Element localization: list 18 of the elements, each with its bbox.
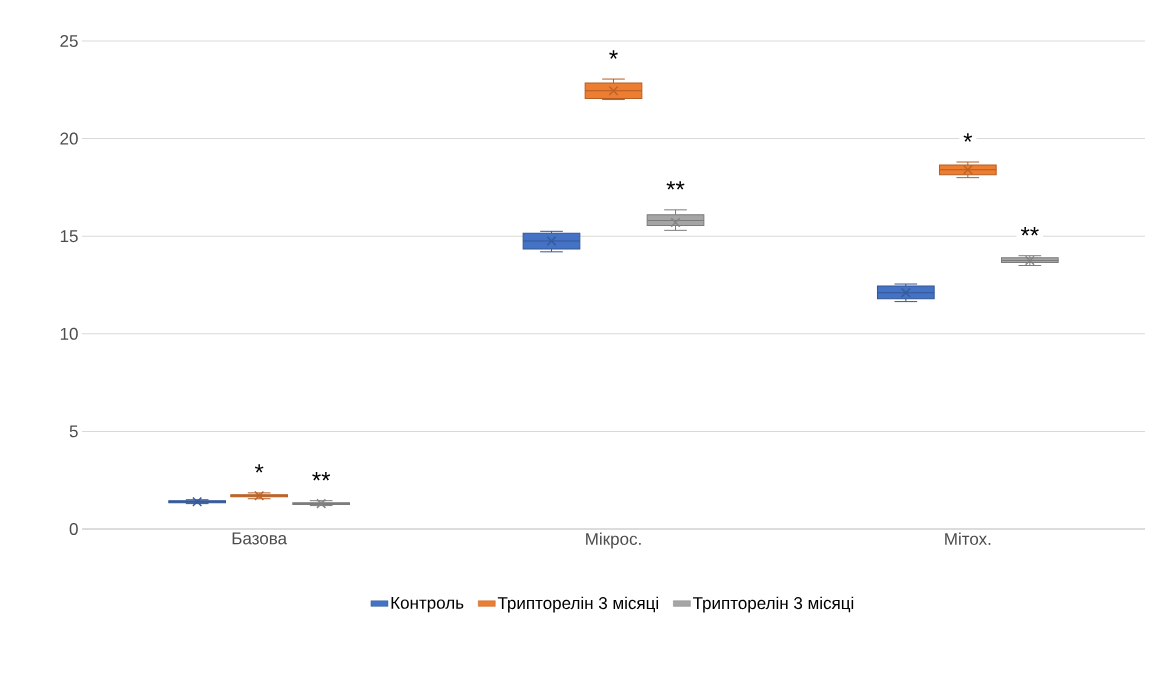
legend-label: Контроль [391, 596, 464, 613]
y-tick-label: 15 [60, 230, 78, 243]
y-tick-label: 0 [69, 522, 78, 536]
y-tick-label: 10 [60, 327, 78, 340]
annotation: * [963, 133, 973, 142]
y-tick-label: 25 [60, 34, 78, 48]
annotation: ** [1020, 227, 1039, 236]
y-tick-label: 5 [69, 425, 78, 438]
annotation: * [254, 464, 264, 473]
legend-label: Трипторелін 3 місяці [693, 596, 854, 613]
x-tick-label: Мітох. [945, 532, 991, 546]
annotation: * [609, 50, 618, 59]
annotation: ** [312, 471, 331, 481]
legend-label: Трипторелін 3 місяці [497, 596, 659, 613]
x-tick-label: Мікрос. [586, 532, 641, 549]
x-tick-label: Базова [232, 532, 288, 545]
annotation: ** [666, 181, 685, 190]
y-tick-label: 20 [60, 132, 78, 145]
